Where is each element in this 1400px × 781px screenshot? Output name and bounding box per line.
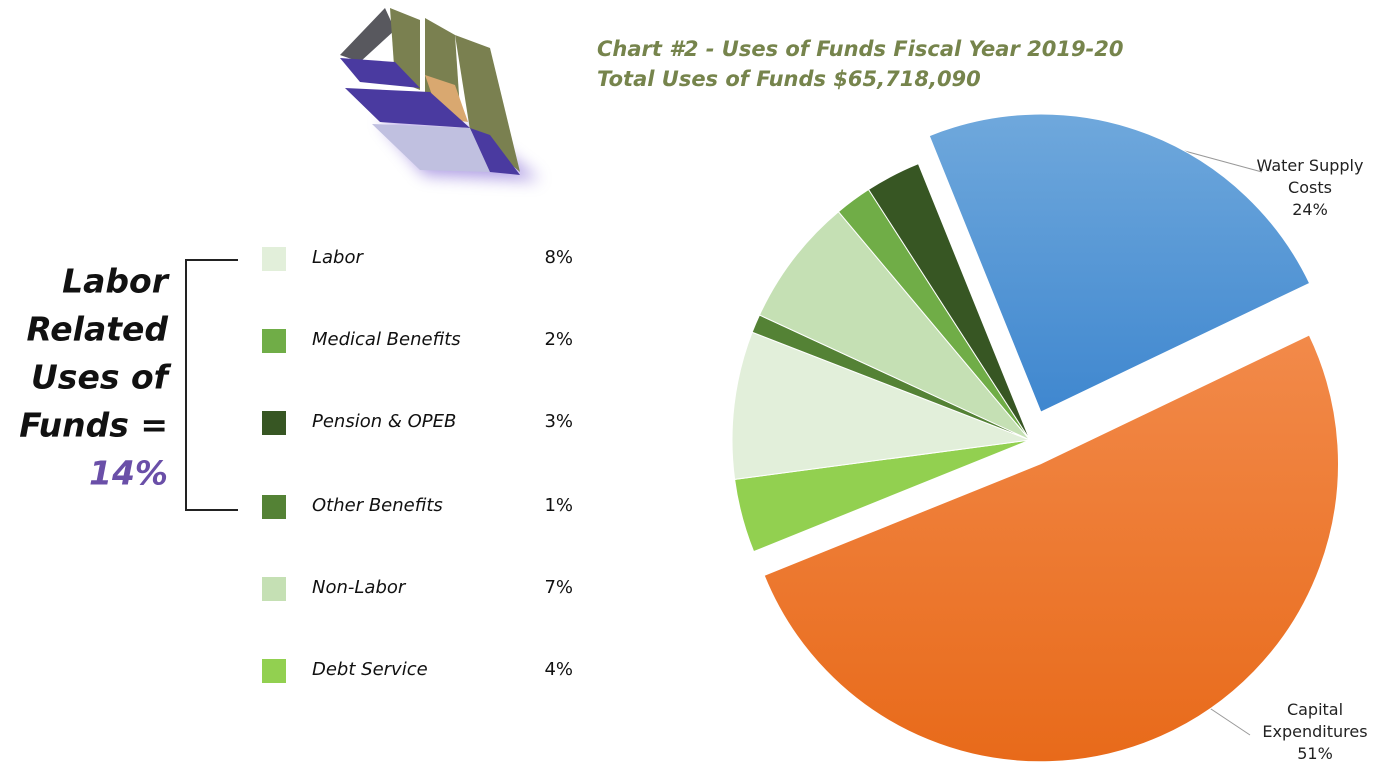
legend-label: Labor (312, 247, 364, 268)
annotation: Labor (62, 262, 170, 301)
chart-title: Chart #2 - Uses of Funds Fiscal Year 201… (597, 37, 1124, 61)
pie-slice (928, 113, 1311, 413)
chart-subtitle: Total Uses of Funds $65,718,090 (597, 67, 981, 91)
legend-label: Medical Benefits (312, 329, 461, 350)
legend-label: Non-Labor (312, 577, 407, 598)
pie-slice (763, 334, 1339, 763)
legend-swatch (262, 577, 286, 601)
slice-value: 51% (1297, 744, 1333, 763)
logo (340, 8, 540, 180)
pie-slice (731, 331, 1031, 480)
legend-label: Debt Service (312, 659, 428, 680)
slice-label: Capital Expenditures (1262, 700, 1368, 741)
pie-slice (758, 211, 1031, 441)
legend-swatch (262, 495, 286, 519)
legend-swatch (262, 411, 286, 435)
annotation: 14% (89, 454, 168, 493)
annotation: Uses of (31, 358, 172, 397)
legend-label: Other Benefits (312, 495, 443, 516)
legend-value: 7% (544, 577, 573, 598)
pie-slice (867, 163, 1031, 441)
leader-line (1204, 704, 1251, 736)
legend-value: 8% (544, 247, 573, 268)
legend-value: 2% (544, 329, 573, 350)
legend-label: Pension & OPEB (312, 411, 456, 432)
annotation: Related (26, 310, 168, 349)
legend-value: 4% (544, 659, 573, 680)
legend-swatch (262, 329, 286, 353)
annotation: Funds = (19, 406, 168, 445)
slice-value: 24% (1292, 200, 1328, 219)
slice-label: Water Supply Costs (1256, 156, 1364, 197)
legend-value: 1% (544, 495, 573, 516)
legend-swatch (262, 247, 286, 271)
legend-value: 3% (544, 411, 573, 432)
legend-swatch (262, 659, 286, 683)
bracket (185, 259, 238, 511)
